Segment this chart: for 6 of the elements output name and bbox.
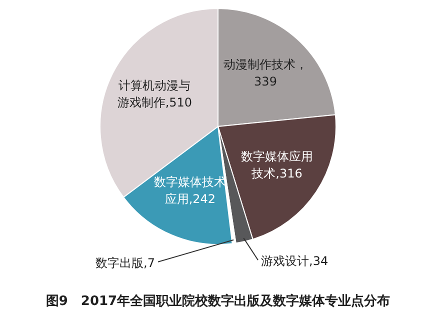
slice-label: 数字媒体应用技术,316	[240, 149, 313, 180]
text: 图9 2017年全国职业院校数字出版及数字媒体专业点分布	[44, 292, 392, 310]
slice-label: 游戏设计,34	[261, 254, 328, 268]
slice-label: 动漫制作技术，339	[224, 58, 308, 89]
slice-label: 数字出版,7	[96, 256, 155, 270]
slice-label: 计算机动漫与游戏制作,510	[117, 78, 192, 110]
